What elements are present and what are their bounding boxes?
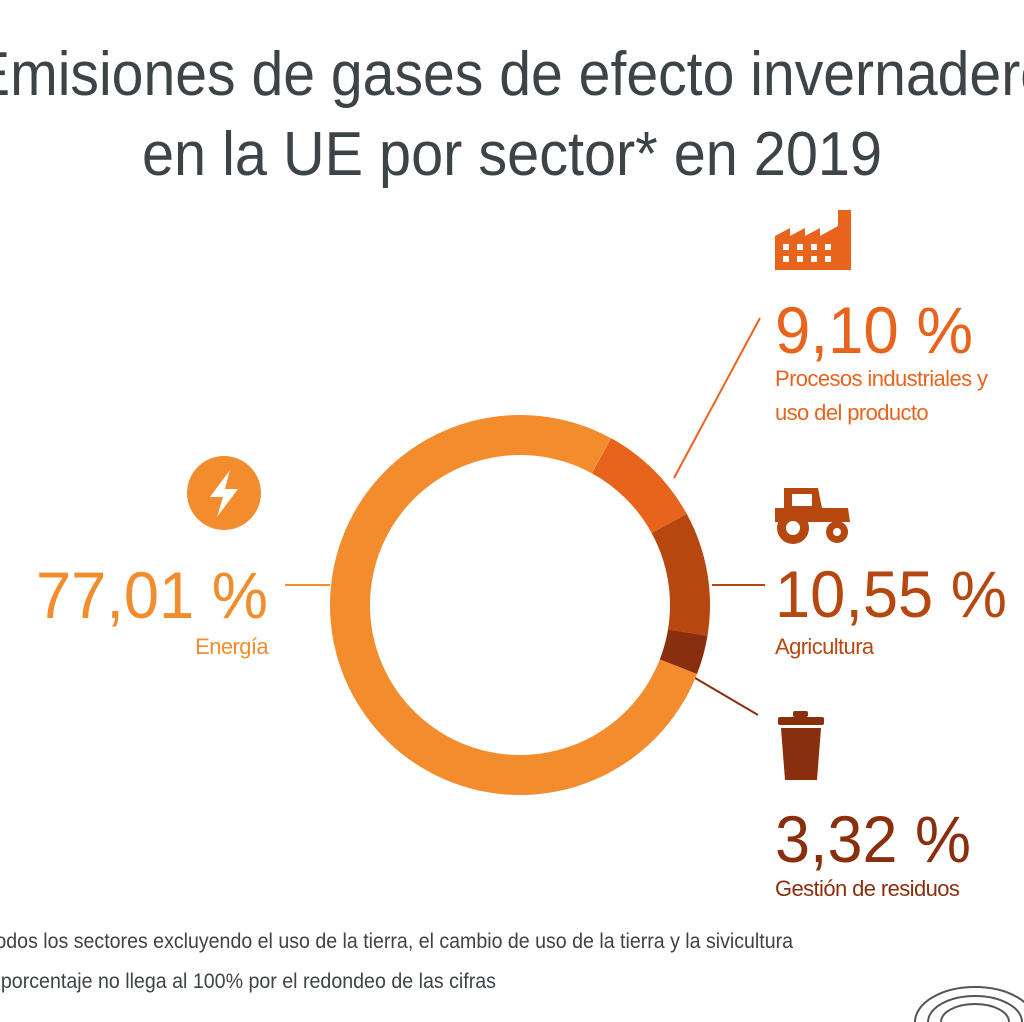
category-label: Gestión de residuos <box>775 876 960 901</box>
donut-segment <box>659 629 708 674</box>
factory-icon <box>775 210 851 270</box>
footnote: *Todos los sectores excluyendo el uso de… <box>0 930 793 953</box>
category-label: Energía <box>195 634 268 659</box>
donut-segment <box>591 438 687 534</box>
logo <box>914 986 1024 1022</box>
value-label: 9,10 % <box>775 293 973 367</box>
donut-segment <box>651 513 710 636</box>
value-label: 77,01 % <box>36 558 268 632</box>
chart-title: Emisiones de gases de efecto invernadero <box>0 40 1024 109</box>
footnote: El porcentaje no llega al 100% por el re… <box>0 970 496 993</box>
waste-icon <box>778 711 824 780</box>
energy-icon <box>187 456 261 530</box>
category-label: Procesos industriales y uso del producto <box>775 366 988 425</box>
tractor-icon <box>775 488 850 544</box>
chart-title: en la UE por sector* en 2019 <box>142 120 882 189</box>
leader-line <box>689 674 759 716</box>
value-label: 10,55 % <box>775 557 1007 631</box>
leader-line <box>673 317 761 479</box>
value-label: 3,32 % <box>775 802 971 876</box>
category-label: Agricultura <box>775 634 874 659</box>
